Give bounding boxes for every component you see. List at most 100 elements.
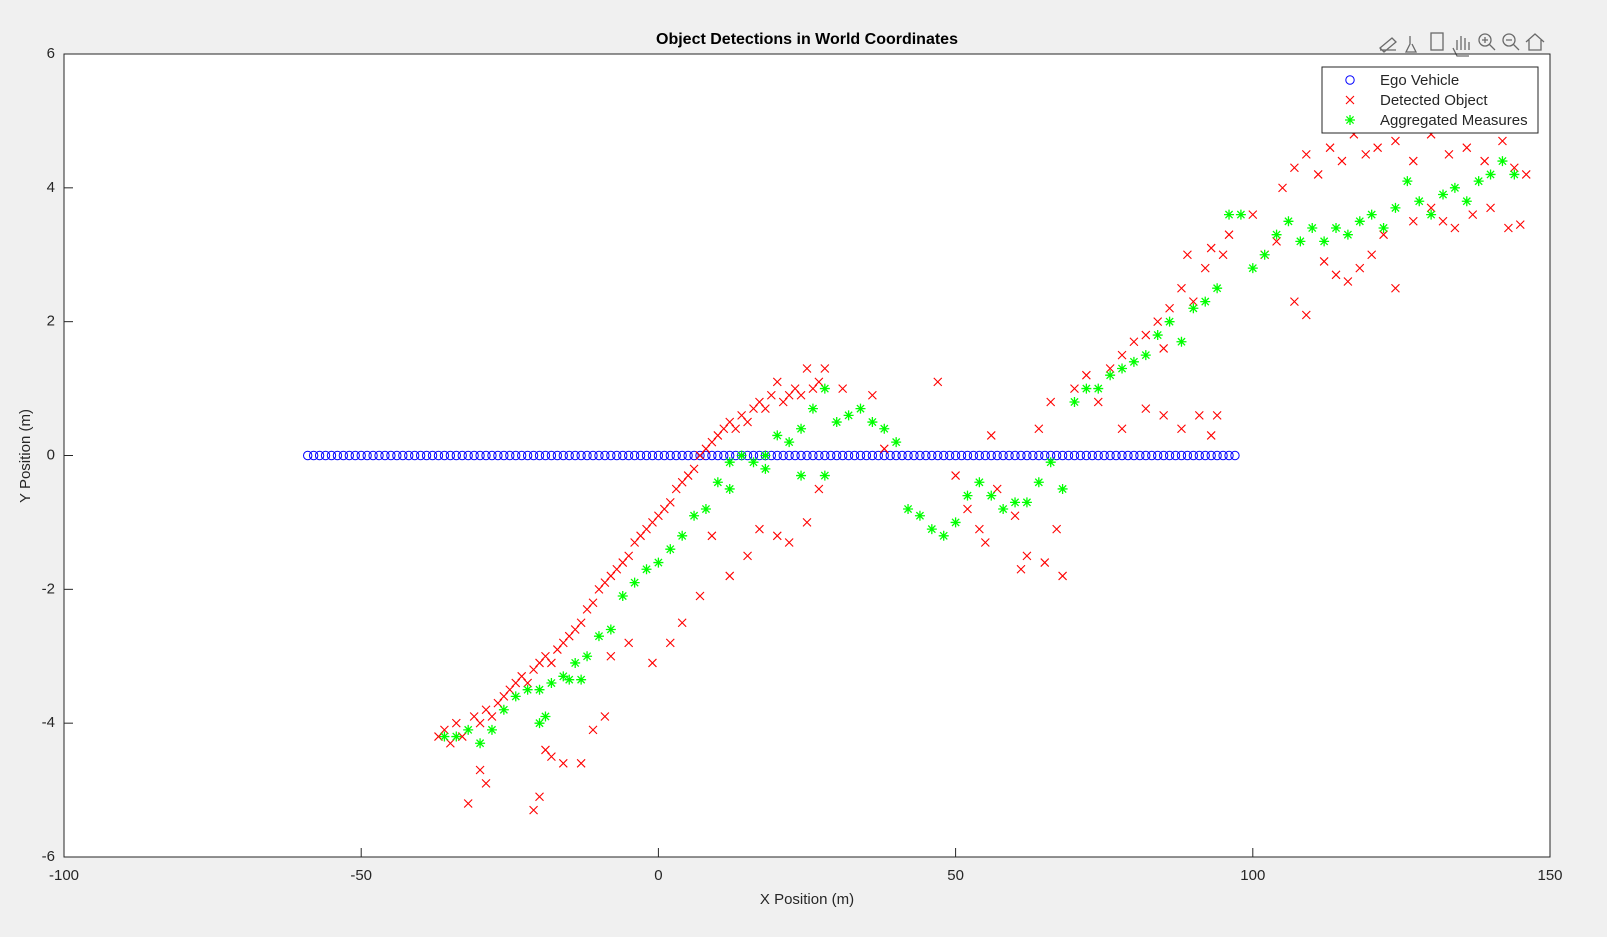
ego-marker bbox=[903, 450, 913, 461]
ego-marker bbox=[796, 450, 806, 461]
ego-marker bbox=[820, 450, 830, 461]
ego-marker bbox=[1158, 450, 1169, 461]
detection-marker bbox=[796, 390, 806, 400]
ego-marker bbox=[451, 450, 462, 461]
aggregate-marker bbox=[796, 470, 807, 481]
ego-marker bbox=[808, 450, 818, 461]
toolbar-datatip[interactable] bbox=[1430, 32, 1444, 51]
detection-marker bbox=[1301, 149, 1311, 159]
ego-marker bbox=[885, 450, 895, 461]
ego-marker bbox=[1057, 450, 1068, 461]
aggregate-marker bbox=[760, 450, 771, 461]
ego-marker bbox=[635, 450, 646, 461]
aggregate-marker bbox=[1414, 196, 1425, 207]
detection-marker bbox=[867, 390, 877, 400]
toolbar-home[interactable] bbox=[1525, 33, 1545, 51]
aggregate-marker bbox=[1200, 296, 1211, 307]
ego-marker bbox=[386, 450, 396, 461]
toolbar-edit[interactable] bbox=[1379, 37, 1397, 53]
ego-marker bbox=[713, 450, 723, 461]
toolbar-zoom-out[interactable] bbox=[1502, 33, 1516, 47]
detection-marker bbox=[772, 531, 782, 541]
aggregate-marker bbox=[1271, 229, 1282, 240]
ego-marker bbox=[540, 450, 551, 461]
detection-marker bbox=[576, 618, 586, 628]
detection-marker bbox=[445, 738, 455, 748]
ego-marker bbox=[1111, 450, 1121, 461]
detection-marker bbox=[1040, 558, 1050, 567]
aggregate-marker bbox=[760, 463, 771, 474]
toolbar-zoom-in[interactable] bbox=[1478, 33, 1492, 47]
y-tick-label: -4 bbox=[42, 714, 55, 731]
legend-label: Ego Vehicle bbox=[1380, 72, 1459, 89]
ego-marker bbox=[695, 450, 705, 461]
ego-marker bbox=[445, 450, 456, 461]
ego-marker bbox=[778, 450, 788, 461]
ego-marker bbox=[457, 450, 467, 461]
detection-marker bbox=[802, 518, 812, 527]
detection-marker bbox=[1278, 183, 1287, 193]
y-axis-label: Y Position (m) bbox=[17, 409, 34, 503]
detection-marker bbox=[1462, 143, 1472, 153]
ego-marker bbox=[689, 450, 699, 461]
detection-marker bbox=[1373, 143, 1383, 153]
detection-marker bbox=[576, 758, 586, 768]
ego-marker bbox=[564, 450, 574, 461]
ego-marker bbox=[1034, 450, 1044, 461]
aggregate-marker bbox=[950, 517, 961, 528]
detection-marker bbox=[1480, 156, 1490, 166]
ego-marker bbox=[511, 450, 521, 461]
ego-marker bbox=[1147, 450, 1157, 461]
ego-marker bbox=[897, 450, 907, 461]
aggregate-marker bbox=[700, 504, 711, 515]
aggregate-marker bbox=[748, 457, 759, 468]
aggregate-marker bbox=[1021, 497, 1032, 508]
aggregate-marker bbox=[570, 657, 581, 668]
legend-marker bbox=[1345, 95, 1355, 105]
ego-marker bbox=[1164, 450, 1175, 461]
detection-marker bbox=[1206, 243, 1216, 253]
aggregate-marker bbox=[677, 530, 688, 541]
ego-marker bbox=[701, 450, 711, 461]
ego-marker bbox=[623, 450, 634, 461]
toolbar-brush[interactable] bbox=[1404, 36, 1418, 53]
ego-marker bbox=[968, 450, 979, 461]
aggregate-marker bbox=[1378, 222, 1389, 233]
detection-marker bbox=[1361, 149, 1371, 159]
detection-marker bbox=[529, 805, 538, 815]
detection-marker bbox=[1444, 149, 1454, 159]
toolbar[interactable] bbox=[1379, 32, 1545, 57]
ego-marker bbox=[962, 450, 973, 461]
legend-marker bbox=[1345, 75, 1355, 85]
ego-marker bbox=[1170, 450, 1181, 461]
ego-marker bbox=[974, 450, 985, 461]
aggregate-marker bbox=[582, 651, 593, 662]
ego-marker bbox=[606, 450, 616, 461]
aggregate-marker bbox=[1081, 383, 1092, 394]
detection-marker bbox=[1515, 220, 1525, 230]
aggregate-marker bbox=[1188, 303, 1199, 314]
ego-marker bbox=[719, 450, 729, 461]
detection-marker bbox=[1391, 136, 1400, 146]
detection-marker bbox=[481, 779, 491, 788]
ego-marker bbox=[404, 450, 414, 461]
aggregate-marker bbox=[724, 483, 735, 494]
aggregate-marker bbox=[1485, 169, 1496, 180]
aggregate-marker bbox=[1164, 316, 1175, 327]
detection-marker bbox=[1194, 410, 1204, 420]
ego-marker bbox=[1022, 450, 1032, 461]
toolbar-zoom-in-glyph bbox=[1482, 37, 1496, 51]
detection-marker bbox=[707, 531, 717, 541]
ego-marker bbox=[303, 450, 313, 461]
axes-box bbox=[63, 53, 1551, 858]
axes-background bbox=[64, 54, 1550, 857]
toolbar-pan[interactable] bbox=[1452, 36, 1470, 57]
detection-marker bbox=[1206, 431, 1216, 440]
detection-marker bbox=[624, 638, 634, 648]
detection-marker bbox=[1177, 283, 1186, 293]
ego-marker bbox=[814, 450, 824, 461]
y-tick-label: 6 bbox=[47, 45, 55, 62]
detection-marker bbox=[1367, 250, 1377, 260]
